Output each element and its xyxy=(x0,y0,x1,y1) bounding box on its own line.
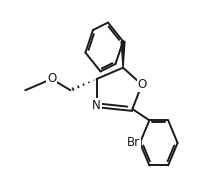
Text: N: N xyxy=(92,99,101,112)
Text: Br: Br xyxy=(127,136,140,149)
Text: O: O xyxy=(47,72,56,86)
Text: O: O xyxy=(137,78,146,91)
Polygon shape xyxy=(121,41,125,68)
